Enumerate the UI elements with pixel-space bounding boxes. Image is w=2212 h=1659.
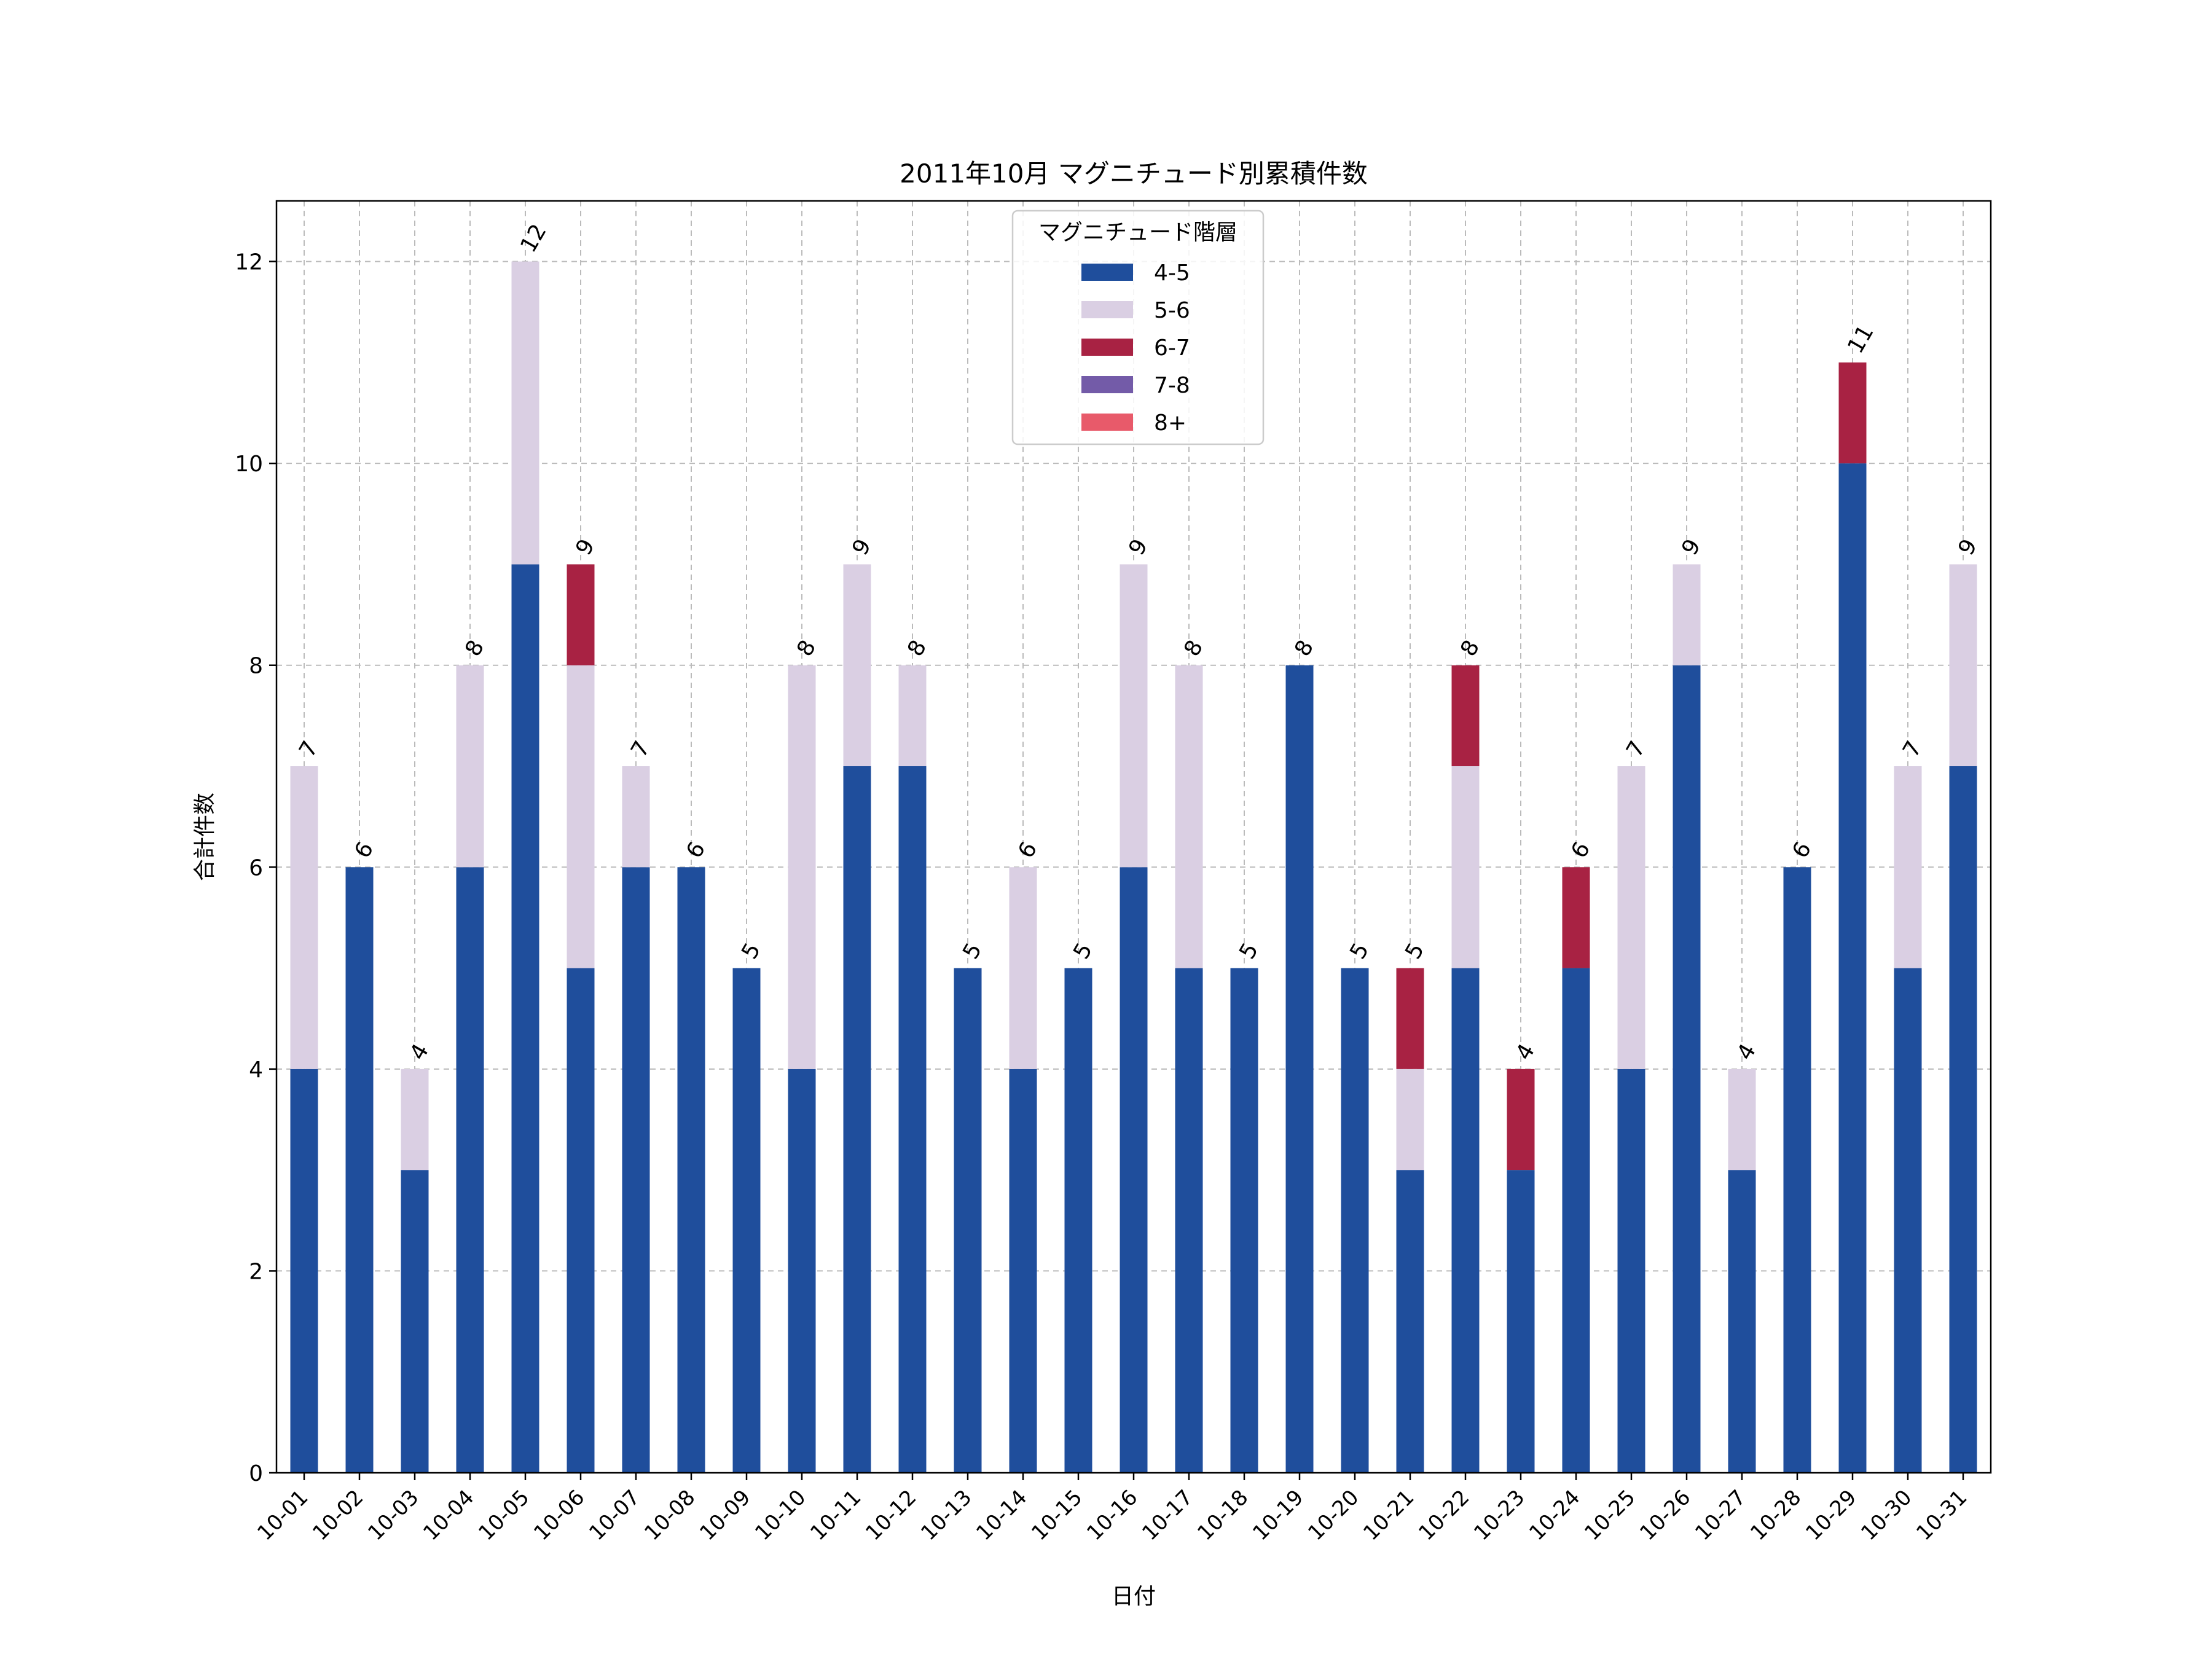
- bar-segment-4-5: [1064, 968, 1092, 1473]
- bar-segment-5-6: [622, 766, 650, 868]
- y-tick-label: 12: [235, 250, 263, 275]
- bar-segment-5-6: [1617, 766, 1645, 1069]
- bar-segment-5-6: [1949, 564, 1977, 766]
- bar-segment-4-5: [1617, 1069, 1645, 1473]
- bar-segment-4-5: [1838, 463, 1867, 1473]
- bar-segment-5-6: [567, 665, 595, 968]
- bar-segment-4-5: [1396, 1170, 1424, 1473]
- legend-entries: 4-5 5-6 6-7 7-8 8+: [1081, 261, 1190, 436]
- bar-segment-5-6: [1120, 564, 1148, 868]
- chart-title: 2011年10月 マグニチュード別累積件数: [900, 159, 1368, 189]
- y-axis-label: 合計件数: [192, 793, 218, 881]
- bar-segment-5-6: [1009, 867, 1037, 1069]
- bar-segment-5-6: [290, 766, 318, 1069]
- legend-label: 6-7: [1154, 335, 1190, 361]
- bar-segment-5-6: [1728, 1069, 1756, 1171]
- bar-segment-4-5: [1783, 867, 1811, 1473]
- bar-segment-5-6: [1673, 564, 1701, 665]
- bar-segment-6-7: [1838, 362, 1867, 464]
- bar-segment-5-6: [1396, 1069, 1424, 1171]
- bar-segment-4-5: [1009, 1069, 1037, 1473]
- y-tick-label: 6: [249, 855, 263, 880]
- bar-segment-4-5: [1230, 968, 1258, 1473]
- bar-segment-4-5: [898, 766, 927, 1473]
- bar-segment-5-6: [1451, 766, 1480, 968]
- legend-label: 4-5: [1154, 261, 1190, 286]
- y-tick-label: 2: [249, 1259, 263, 1284]
- bar-segment-5-6: [401, 1069, 429, 1171]
- bar-segment-4-5: [1728, 1170, 1756, 1473]
- legend-swatch-4-5: [1081, 264, 1133, 281]
- legend-swatch-7-8: [1081, 376, 1133, 393]
- bar-segment-4-5: [1175, 968, 1203, 1473]
- bar-segment-4-5: [843, 766, 871, 1473]
- legend-label: 5-6: [1154, 298, 1190, 323]
- bar-segment-5-6: [843, 564, 871, 766]
- legend-label: 8+: [1154, 410, 1186, 436]
- bar-segment-4-5: [1341, 968, 1369, 1473]
- bar-segment-5-6: [788, 665, 816, 1069]
- x-axis-label: 日付: [1112, 1584, 1156, 1609]
- bar-segment-4-5: [1285, 665, 1314, 1473]
- bar-segment-6-7: [1396, 968, 1424, 1069]
- legend-title: マグニチュード階層: [1038, 220, 1237, 245]
- bar-segment-6-7: [567, 564, 595, 665]
- bar-segment-5-6: [1894, 766, 1922, 968]
- bar-segment-4-5: [1894, 968, 1922, 1473]
- legend-swatch-6-7: [1081, 339, 1133, 356]
- y-tick-label: 0: [249, 1461, 263, 1486]
- bar-segment-4-5: [290, 1069, 318, 1473]
- bar-segment-4-5: [1949, 766, 1977, 1473]
- bar-segment-5-6: [898, 665, 927, 766]
- y-tick-label: 4: [249, 1057, 263, 1083]
- legend-label: 7-8: [1154, 373, 1190, 398]
- bar-segment-4-5: [788, 1069, 816, 1473]
- bar-segment-4-5: [1673, 665, 1701, 1473]
- y-tick-label: 8: [249, 654, 263, 679]
- bar-segment-4-5: [677, 867, 705, 1473]
- bar-segment-4-5: [622, 867, 650, 1473]
- bar-segment-5-6: [1175, 665, 1203, 968]
- bar-segment-5-6: [511, 261, 539, 565]
- y-tick-label: 10: [235, 452, 263, 477]
- bar-segment-4-5: [401, 1170, 429, 1473]
- bar-segment-4-5: [1507, 1170, 1535, 1473]
- y-axis-ticks: 0 2 4 6 8 10 12: [235, 250, 276, 1486]
- bar-segment-4-5: [1451, 968, 1480, 1473]
- bars: [290, 261, 1977, 1473]
- bar-segment-4-5: [732, 968, 761, 1473]
- legend: マグニチュード階層 4-5 5-6 6-7 7-8 8+: [1011, 210, 1265, 445]
- bar-segment-6-7: [1562, 867, 1590, 968]
- legend-box: [1011, 210, 1265, 445]
- bar-segment-4-5: [954, 968, 982, 1473]
- legend-swatch-8+: [1081, 414, 1133, 431]
- bar-segment-4-5: [345, 867, 374, 1473]
- bar-segment-4-5: [511, 564, 539, 1473]
- bar-segment-4-5: [1562, 968, 1590, 1473]
- bar-segment-5-6: [456, 665, 484, 868]
- bar-segment-6-7: [1507, 1069, 1535, 1171]
- bar-segment-4-5: [1120, 867, 1148, 1473]
- legend-swatch-5-6: [1081, 301, 1133, 318]
- bar-segment-4-5: [567, 968, 595, 1473]
- bar-segment-4-5: [456, 867, 484, 1473]
- bar-segment-6-7: [1451, 665, 1480, 766]
